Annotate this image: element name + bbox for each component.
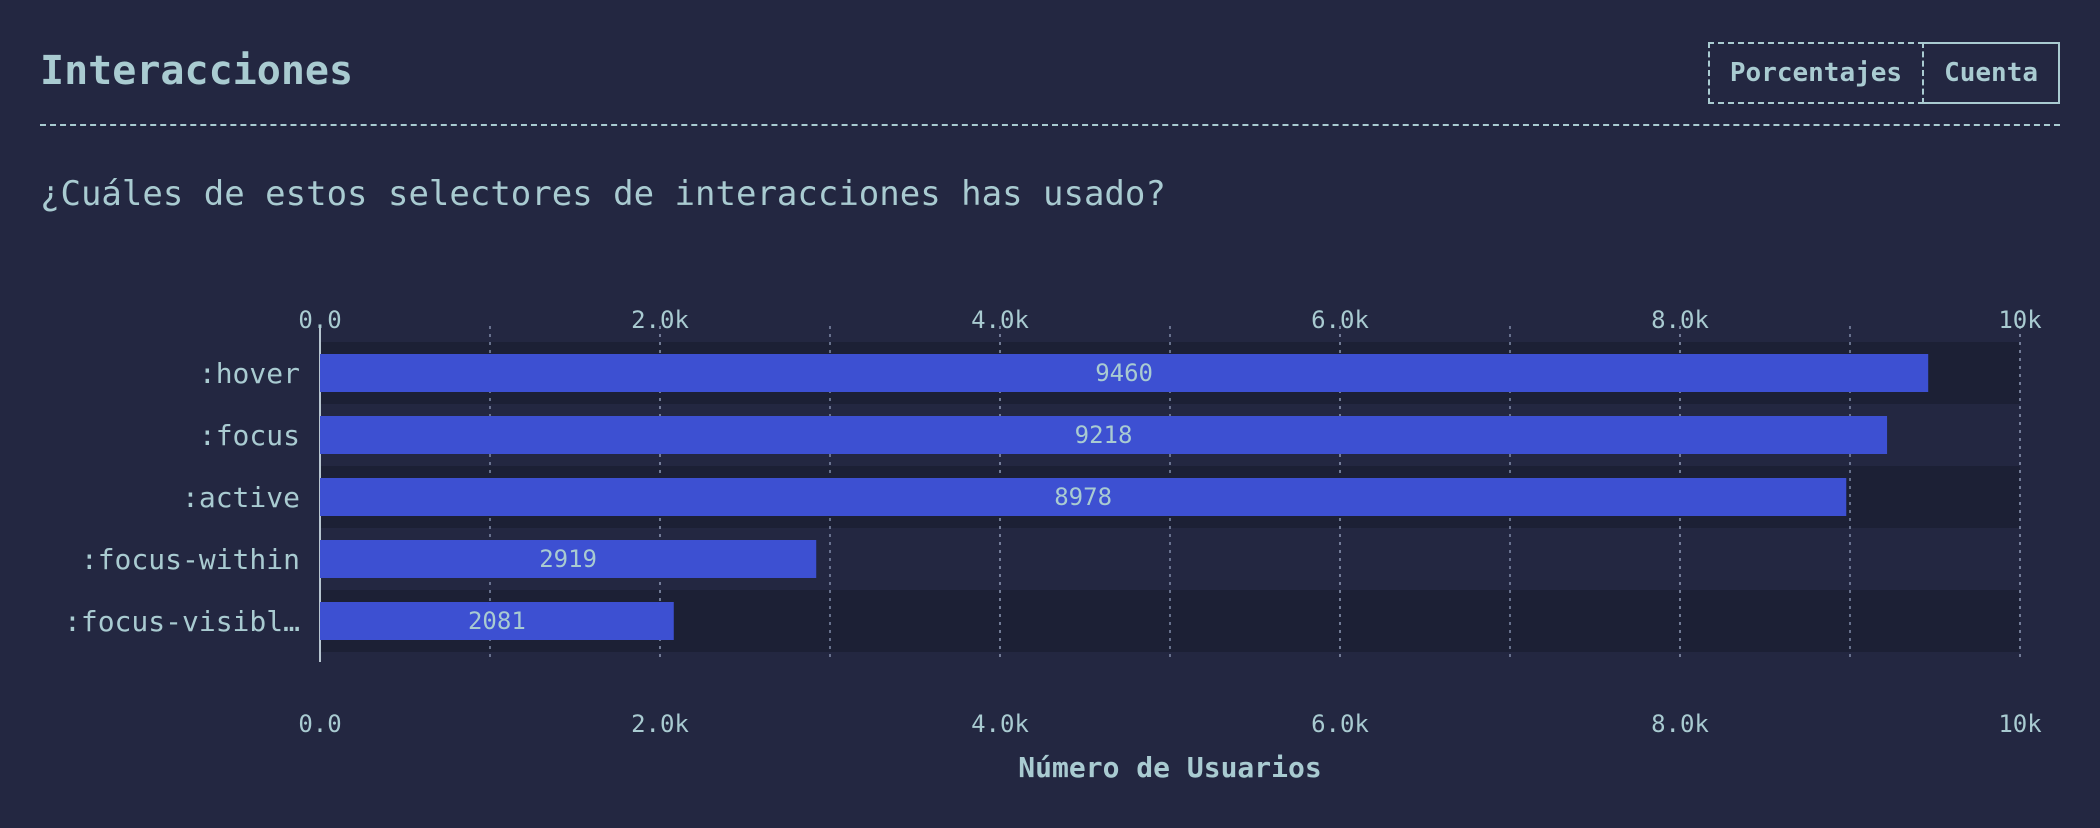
bottom-tick-label: 8.0k [1651, 710, 1709, 738]
category-label: :focus-visibl… [64, 605, 300, 638]
bar-value-label: 9460 [1095, 359, 1153, 387]
page-title: Interacciones [40, 48, 354, 94]
bottom-tick-label: 6.0k [1311, 710, 1369, 738]
bar-value-label: 9218 [1075, 421, 1133, 449]
category-label: :focus-within [81, 543, 300, 576]
bar[interactable] [320, 354, 1929, 392]
chart-question: ¿Cuáles de estos selectores de interacci… [40, 174, 1166, 214]
category-label: :active [182, 481, 300, 514]
display-mode-toggle: Porcentajes Cuenta [1707, 42, 2060, 104]
bottom-tick-label: 2.0k [631, 710, 689, 738]
bar-value-label: 8978 [1054, 483, 1112, 511]
bottom-tick-label: 0.0 [298, 710, 341, 738]
bar-chart: 9460 9218 8978 2919 2081 :hover :focus :active… [64, 306, 2042, 784]
top-tick-label: 6.0k [1311, 306, 1369, 334]
bar-value-label: 2081 [468, 607, 526, 635]
count-button[interactable]: Cuenta [1924, 42, 2060, 104]
bar[interactable] [320, 416, 1888, 454]
percentages-button[interactable]: Porcentajes [1707, 42, 1925, 104]
category-label: :focus [199, 419, 300, 452]
bar-value-labels: 9460 9218 8978 2919 2081 [468, 359, 1153, 635]
top-tick-label: 2.0k [631, 306, 689, 334]
section-header: Interacciones Porcentajes Cuenta [40, 40, 2060, 126]
category-labels: :hover :focus :active :focus-within :focus-v… [64, 357, 300, 638]
bars [320, 354, 1929, 640]
top-axis: 0.0 2.0k 4.0k 6.0k 8.0k 10k [298, 306, 2042, 334]
bar[interactable] [320, 540, 817, 578]
bar-value-label: 2919 [539, 545, 597, 573]
bottom-tick-label: 4.0k [971, 710, 1029, 738]
bottom-tick-label: 10k [1998, 710, 2042, 738]
bar[interactable] [320, 602, 674, 640]
category-label: :hover [199, 357, 300, 390]
top-tick-label: 10k [1998, 306, 2042, 334]
x-axis-title: Número de Usuarios [1018, 751, 1321, 784]
top-tick-label: 8.0k [1651, 306, 1709, 334]
bottom-axis: 0.0 2.0k 4.0k 6.0k 8.0k 10k [298, 710, 2042, 738]
top-tick-label: 0.0 [298, 306, 341, 334]
bar[interactable] [320, 478, 1847, 516]
top-tick-label: 4.0k [971, 306, 1029, 334]
